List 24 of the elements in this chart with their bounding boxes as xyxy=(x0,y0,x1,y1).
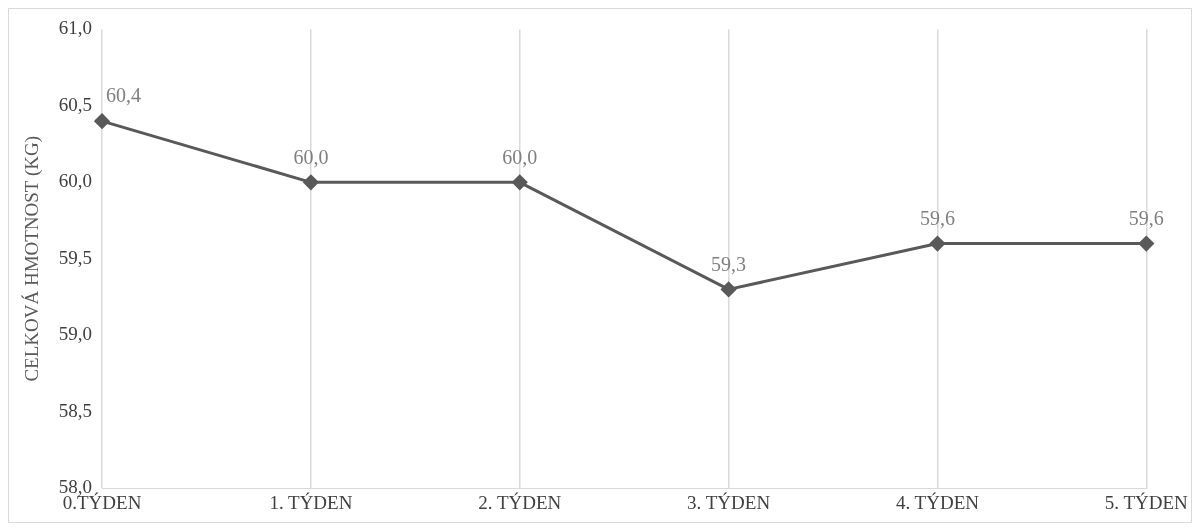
y-tick-label: 60,0 xyxy=(58,170,93,192)
data-label: 60,4 xyxy=(106,84,142,107)
data-label: 59,6 xyxy=(1128,206,1164,229)
x-tick-label: 1. TÝDEN xyxy=(269,491,353,513)
x-tick-label: 2. TÝDEN xyxy=(478,491,562,513)
y-tick-label: 61,0 xyxy=(58,17,93,39)
data-label: 59,6 xyxy=(919,206,955,229)
y-tick-label: 58,5 xyxy=(58,399,93,421)
data-label: 60,0 xyxy=(502,145,538,168)
y-tick-label: 59,0 xyxy=(58,323,93,345)
data-label: 60,0 xyxy=(293,145,329,168)
point xyxy=(512,174,528,190)
point xyxy=(721,281,737,297)
y-axis-title: CELKOVÁ HMOTNOST (KG) xyxy=(21,136,44,382)
y-tick-label: 59,5 xyxy=(58,246,93,268)
x-tick-label: 4. TÝDEN xyxy=(895,491,980,513)
point xyxy=(94,113,110,129)
point xyxy=(303,174,319,190)
x-tick-label: 3. TÝDEN xyxy=(687,491,771,513)
point xyxy=(929,236,945,252)
y-tick-label: 60,5 xyxy=(58,93,93,115)
point xyxy=(1138,236,1154,252)
x-tick-label: 5. TÝDEN xyxy=(1104,491,1189,513)
data-label: 59,3 xyxy=(711,252,747,275)
